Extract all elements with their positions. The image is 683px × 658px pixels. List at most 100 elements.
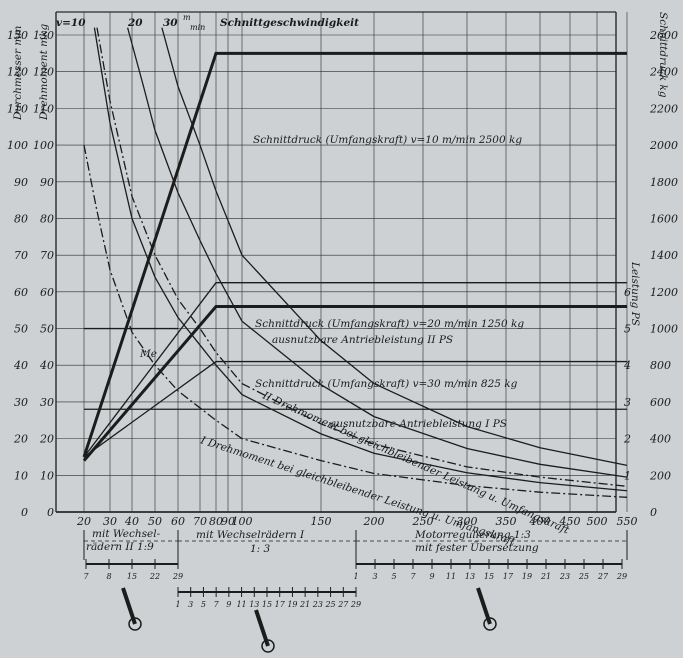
scale3-label: 3 — [372, 572, 377, 581]
x-tick: 30 — [103, 515, 117, 528]
schnittdruck-tick: 2400 — [649, 66, 678, 79]
scale1-label: 15 — [127, 572, 137, 581]
drehmoment-tick: 20 — [39, 433, 54, 446]
series-dm1 — [83, 144, 628, 498]
scale3-label: 9 — [429, 572, 434, 581]
x-tick: 60 — [171, 515, 185, 528]
scale2-label: 9 — [226, 600, 231, 609]
scale2-label: 23 — [312, 600, 323, 609]
schnittdruck-tick: 1800 — [650, 176, 678, 189]
header-v10: v=10 — [56, 17, 86, 29]
schnittdruck-tick: 800 — [650, 359, 671, 372]
scale1-label: 7 — [83, 572, 89, 581]
durchmesser-tick: 10 — [14, 469, 28, 482]
scale1-label: 29 — [172, 572, 183, 581]
leistung-tick: 6 — [624, 286, 631, 299]
durchmesser-tick: 0 — [21, 506, 28, 519]
durchmesser-tick: 40 — [13, 359, 28, 372]
gauge-pointer-icon — [121, 587, 137, 625]
durchmesser-tick: 30 — [14, 396, 28, 409]
scale2-label: 27 — [337, 600, 349, 609]
schnittdruck-tick: 2000 — [649, 139, 678, 152]
scale2-label: 13 — [249, 600, 259, 609]
x-tick: 150 — [311, 515, 332, 528]
x-tick: 400 — [529, 515, 551, 528]
header-unit-m: m — [183, 13, 191, 22]
scale3-label: 21 — [540, 572, 551, 581]
leistung-tick: 4 — [623, 359, 631, 372]
x-tick: 40 — [124, 515, 139, 528]
section1-line1: mit Wechsel- — [92, 528, 161, 540]
scale3-label: 27 — [597, 572, 609, 581]
scale3-label: 11 — [446, 572, 456, 581]
scale2-label: 29 — [350, 600, 361, 609]
header-title: Schnittgeschwindigkeit — [220, 17, 359, 29]
gauge-pointer-icon — [254, 609, 270, 647]
scale3-label: 13 — [465, 572, 475, 581]
schnittdruck-tick: 1200 — [650, 286, 678, 299]
x-tick: 450 — [559, 515, 581, 528]
schnittdruck-tick: 400 — [649, 433, 671, 446]
series-sd20 — [83, 282, 627, 458]
scale2-label: 19 — [287, 600, 297, 609]
scale2-label: 11 — [236, 600, 246, 609]
series-speed20 — [126, 27, 628, 478]
schnittdruck-tick: 1000 — [650, 323, 678, 336]
series-sd30 — [83, 360, 627, 458]
scale3-label: 5 — [391, 572, 396, 581]
leistung-tick: 1 — [624, 469, 631, 482]
drehmoment-tick: 30 — [40, 396, 54, 409]
series-speed30 — [161, 27, 628, 467]
x-tick: 20 — [76, 515, 91, 528]
section2-line2: 1: 3 — [250, 543, 271, 555]
scale1-label: 22 — [149, 572, 160, 581]
leistung-tick: 5 — [624, 323, 631, 336]
leistung-tick: 3 — [624, 396, 631, 409]
x-tick: 50 — [148, 515, 162, 528]
durchmesser-tick: 110 — [7, 102, 28, 115]
x-tick: 350 — [496, 515, 517, 528]
schnittdruck-tick: 200 — [649, 469, 671, 482]
durchmesser-tick: 20 — [13, 433, 28, 446]
drehmoment-tick: 100 — [33, 139, 54, 152]
annotation-sd30: Schnittdruck (Umfangskraft) v=30 m/min 8… — [255, 378, 518, 390]
series-speed10 — [93, 27, 628, 492]
annotation-leistung2: ausnutzbare Antriebleistung II PS — [272, 334, 453, 346]
schnittdruck-tick: 2200 — [649, 102, 678, 115]
scale3-label: 15 — [484, 572, 494, 581]
x-tick: 500 — [587, 515, 608, 528]
durchmesser-label: Durchmesser mm — [12, 26, 24, 121]
drehmoment-tick: 60 — [40, 286, 54, 299]
leistung-label: Leistung PS — [629, 261, 641, 326]
schnittdruck-tick: 600 — [650, 396, 671, 409]
section3-line2: mit fester Übersetzung — [415, 540, 539, 554]
annotation-sd10: Schnittdruck (Umfangskraft) v=10 m/min 2… — [253, 134, 522, 146]
drehmoment-tick: 130 — [33, 29, 54, 42]
drehmoment-tick: 110 — [33, 102, 54, 115]
drehmoment-tick: 90 — [40, 176, 54, 189]
x-tick: 70 — [193, 515, 207, 528]
drehmoment-tick: 40 — [39, 359, 54, 372]
scale1-label: 8 — [106, 572, 111, 581]
schnittdruck-tick: 1400 — [650, 249, 678, 262]
gauge-pointer-icon — [476, 587, 492, 625]
durchmesser-tick: 60 — [14, 286, 28, 299]
x-tick: 300 — [457, 515, 478, 528]
section1-line2: rädern II 1:9 — [86, 541, 154, 553]
durchmesser-tick: 120 — [7, 66, 28, 79]
scale2-label: 15 — [262, 600, 272, 609]
scale2-label: 25 — [324, 600, 335, 609]
durchmesser-tick: 90 — [14, 176, 28, 189]
annotation-leistung1: ausnutzbare Antriebleistung I PS — [330, 418, 507, 430]
section2-line1: mit Wechselrädern I — [196, 529, 305, 541]
annotation-sd20: Schnittdruck (Umfangskraft) v=20 m/min 1… — [255, 318, 524, 330]
drehmoment-tick: 10 — [40, 469, 54, 482]
durchmesser-tick: 130 — [7, 29, 28, 42]
scale2-label: 1 — [175, 600, 180, 609]
drehmoment-tick: 0 — [47, 506, 54, 519]
scale3-label: 25 — [578, 572, 589, 581]
scale3-label: 29 — [616, 572, 627, 581]
header-v20: 20 — [127, 17, 143, 29]
